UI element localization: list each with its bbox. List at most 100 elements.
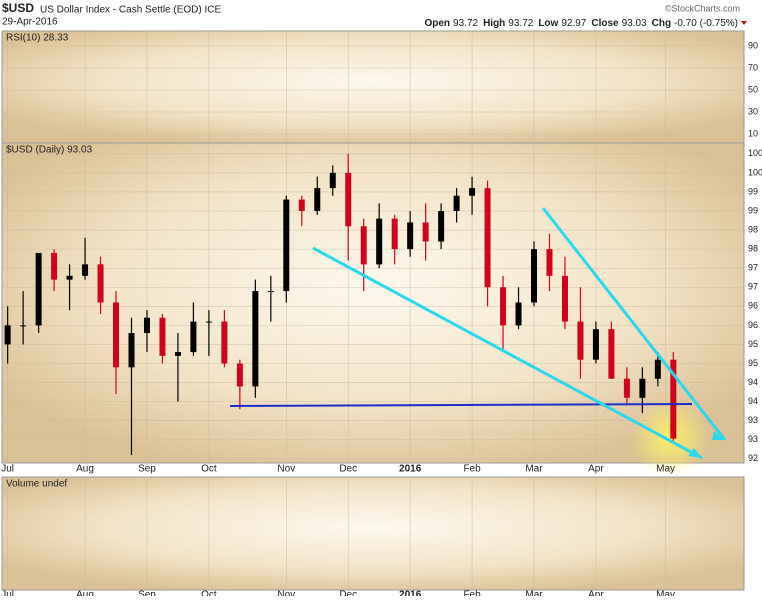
x-tick-label: Mar xyxy=(525,464,543,475)
y-tick-label: 94 xyxy=(748,396,758,406)
rsi-tick-label: 70 xyxy=(748,62,758,72)
candle-body xyxy=(639,378,646,398)
quote-value: 93.72 xyxy=(508,18,533,29)
y-tick-label: 95 xyxy=(748,358,758,368)
trend-arrowheads xyxy=(688,431,725,458)
candle-body xyxy=(159,317,166,356)
candle-body xyxy=(128,333,135,368)
price-panel xyxy=(1,142,745,464)
candle-body xyxy=(670,359,677,439)
y-tick-label: 93 xyxy=(748,415,758,425)
candle-body xyxy=(623,378,630,398)
candle-body xyxy=(190,321,197,353)
x-tick-label: Apr xyxy=(588,590,604,596)
candle-body xyxy=(469,188,476,196)
y-tick-label: 98 xyxy=(748,224,758,234)
candle-body xyxy=(20,325,27,327)
candle-body xyxy=(205,321,212,323)
candle-body xyxy=(391,218,398,250)
x-tick-label: Dec xyxy=(339,464,357,475)
candle-body xyxy=(546,249,553,276)
x-tick-label: 2016 xyxy=(399,464,422,475)
candle-body xyxy=(298,199,305,211)
quote: Open 93.72 High 93.72 Low 92.97 Close 93.03 Chg -… xyxy=(424,18,747,29)
candle-body xyxy=(515,302,522,326)
symbol: $USD xyxy=(2,1,34,15)
candle-body xyxy=(283,199,290,292)
candle-body xyxy=(407,222,414,250)
candle-body xyxy=(608,329,615,379)
x-tick-label: Jul xyxy=(1,464,14,475)
x-tick-label: Nov xyxy=(277,590,295,596)
candle-body xyxy=(221,321,228,364)
y-tick-label: 96 xyxy=(748,320,758,330)
candle-body xyxy=(360,226,367,265)
x-tick-label: Feb xyxy=(463,590,481,596)
support-line xyxy=(229,403,693,407)
credit: ©StockCharts.com xyxy=(665,3,740,13)
candle-body xyxy=(329,172,336,189)
candle-body xyxy=(236,363,243,387)
x-tick-label: 2016 xyxy=(399,590,422,596)
quote-label: Chg xyxy=(652,18,671,29)
quote-value: 93.72 xyxy=(453,18,478,29)
candle-body xyxy=(484,188,491,288)
y-tick-label: 98 xyxy=(748,244,758,254)
candle-body xyxy=(82,264,89,276)
volume-label: Volume undef xyxy=(6,479,67,490)
date: 29-Apr-2016 xyxy=(2,17,58,28)
rsi-tick-label: 30 xyxy=(748,106,758,116)
y-tick-label: 93 xyxy=(748,434,758,444)
x-tick-label: Mar xyxy=(525,590,543,596)
y-tick-label: 97 xyxy=(748,263,758,273)
y-tick-label: 99 xyxy=(748,205,758,215)
trend-line xyxy=(312,246,703,460)
candle-body xyxy=(531,249,538,303)
candle-body xyxy=(97,264,104,303)
x-tick-label: Oct xyxy=(201,590,217,596)
candle-body xyxy=(422,222,429,242)
x-tick-label: Nov xyxy=(277,464,295,475)
y-tick-label: 94 xyxy=(748,377,758,387)
candle-body xyxy=(345,172,352,227)
x-tick-label: Dec xyxy=(339,590,357,596)
candle-body xyxy=(453,195,460,211)
y-tick-label: 95 xyxy=(748,339,758,349)
price-label: $USD (Daily) 93.03 xyxy=(6,145,93,156)
quote-value: 92.97 xyxy=(561,18,586,29)
rsi-label: RSI(10) 28.33 xyxy=(6,33,69,44)
quote-label: High xyxy=(483,18,505,29)
quote-value: 93.03 xyxy=(622,18,647,29)
x-tick-label: May xyxy=(656,590,675,596)
x-tick-label: Oct xyxy=(201,464,217,475)
y-tick-label: 100 xyxy=(748,167,762,177)
candle-body xyxy=(438,211,445,242)
y-tick-label: 92 xyxy=(748,453,758,463)
candle-body xyxy=(654,359,661,379)
x-tick-label: May xyxy=(656,464,675,475)
y-tick-label: 99 xyxy=(748,186,758,196)
candle-body xyxy=(561,275,568,322)
candle-body xyxy=(113,302,120,368)
candle-body xyxy=(66,275,73,280)
candle-body xyxy=(376,218,383,265)
rsi-tick-label: 50 xyxy=(748,84,758,94)
rsi-tick-label: 90 xyxy=(748,40,758,50)
down-arrow xyxy=(741,21,747,25)
x-tick-label: Apr xyxy=(588,464,604,475)
x-tick-label: Sep xyxy=(138,590,156,596)
candle-body xyxy=(35,252,42,326)
y-tick-label: 96 xyxy=(748,301,758,311)
x-tick-label: Jul xyxy=(1,590,14,596)
candle-body xyxy=(4,325,11,345)
candle-body xyxy=(252,291,259,387)
trend-line xyxy=(541,207,727,441)
instrument-name: US Dollar Index - Cash Settle (EOD) ICE xyxy=(40,5,221,16)
x-tick-label: Aug xyxy=(76,464,94,475)
rsi-panel xyxy=(1,30,745,144)
candle-body xyxy=(143,317,150,333)
volume-panel xyxy=(1,476,745,591)
x-tick-label: Aug xyxy=(76,590,94,596)
candle-body xyxy=(51,252,58,280)
